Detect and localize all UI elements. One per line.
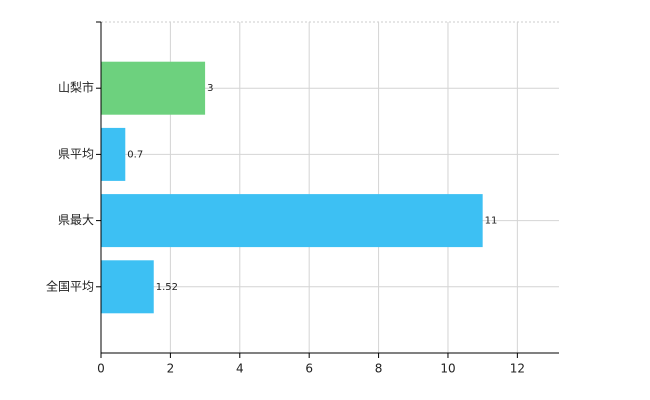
y-tick-label: 山梨市 <box>58 80 94 95</box>
value-label: 1.52 <box>156 282 178 293</box>
bar <box>101 127 126 181</box>
bar <box>101 61 206 115</box>
value-label: 3 <box>207 83 213 94</box>
y-tick-label: 全国平均 <box>46 278 94 293</box>
bar <box>101 260 154 314</box>
value-label: 11 <box>485 216 498 227</box>
value-label: 0.7 <box>127 149 143 160</box>
x-tick-label: 4 <box>236 362 244 376</box>
x-tick-label: 6 <box>305 362 313 376</box>
x-tick-label: 10 <box>440 362 455 376</box>
x-tick-label: 12 <box>510 362 525 376</box>
y-tick-label: 県平均 <box>58 147 94 161</box>
x-tick-label: 2 <box>167 362 175 376</box>
x-tick-label: 0 <box>97 362 105 376</box>
x-tick-label: 8 <box>375 362 383 376</box>
y-tick-label: 県最大 <box>58 213 94 227</box>
bar <box>101 194 483 248</box>
